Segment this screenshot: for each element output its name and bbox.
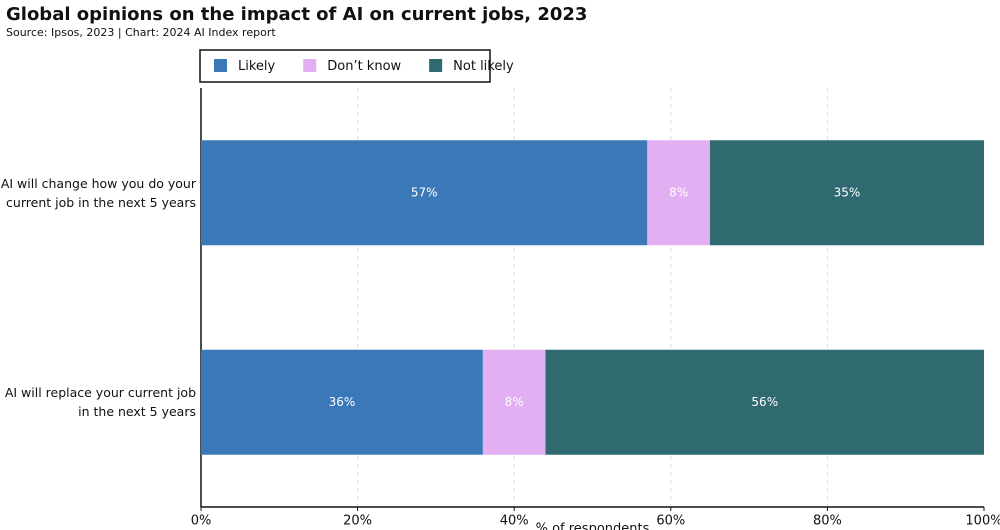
data-label: 8% <box>505 395 524 409</box>
x-tick-label: 20% <box>343 514 372 529</box>
data-label: 8% <box>669 185 688 199</box>
bar-segment <box>709 140 984 246</box>
x-tick-label: 80% <box>813 514 842 529</box>
data-label: 35% <box>834 185 861 199</box>
x-tick-label: 40% <box>500 514 529 529</box>
x-tick-label: 0% <box>191 514 212 529</box>
legend-swatch <box>214 59 227 72</box>
x-tick-label: 60% <box>656 514 685 529</box>
bar-segment <box>545 349 984 455</box>
y-tick-label: AI will change how you do your current j… <box>0 175 196 210</box>
legend-label: Not likely <box>453 59 514 74</box>
x-axis-label: % of respondents <box>536 522 650 530</box>
bar-segment <box>201 349 483 455</box>
legend-label: Likely <box>238 59 276 74</box>
chart-title: Global opinions on the impact of AI on c… <box>6 4 587 25</box>
bar-segment <box>201 140 648 246</box>
x-tick-label: 100% <box>965 514 1000 529</box>
data-label: 57% <box>411 185 438 199</box>
data-label: 36% <box>329 395 356 409</box>
bar-segment <box>647 140 710 246</box>
legend-swatch <box>429 59 443 72</box>
bar-segment <box>482 349 546 455</box>
chart-subtitle: Source: Ipsos, 2023 | Chart: 2024 AI Ind… <box>6 26 276 39</box>
legend-swatch <box>303 59 317 72</box>
legend-label: Don’t know <box>327 59 401 74</box>
y-tick-label: AI will replace your current job in the … <box>4 385 196 420</box>
data-label: 56% <box>751 395 778 409</box>
